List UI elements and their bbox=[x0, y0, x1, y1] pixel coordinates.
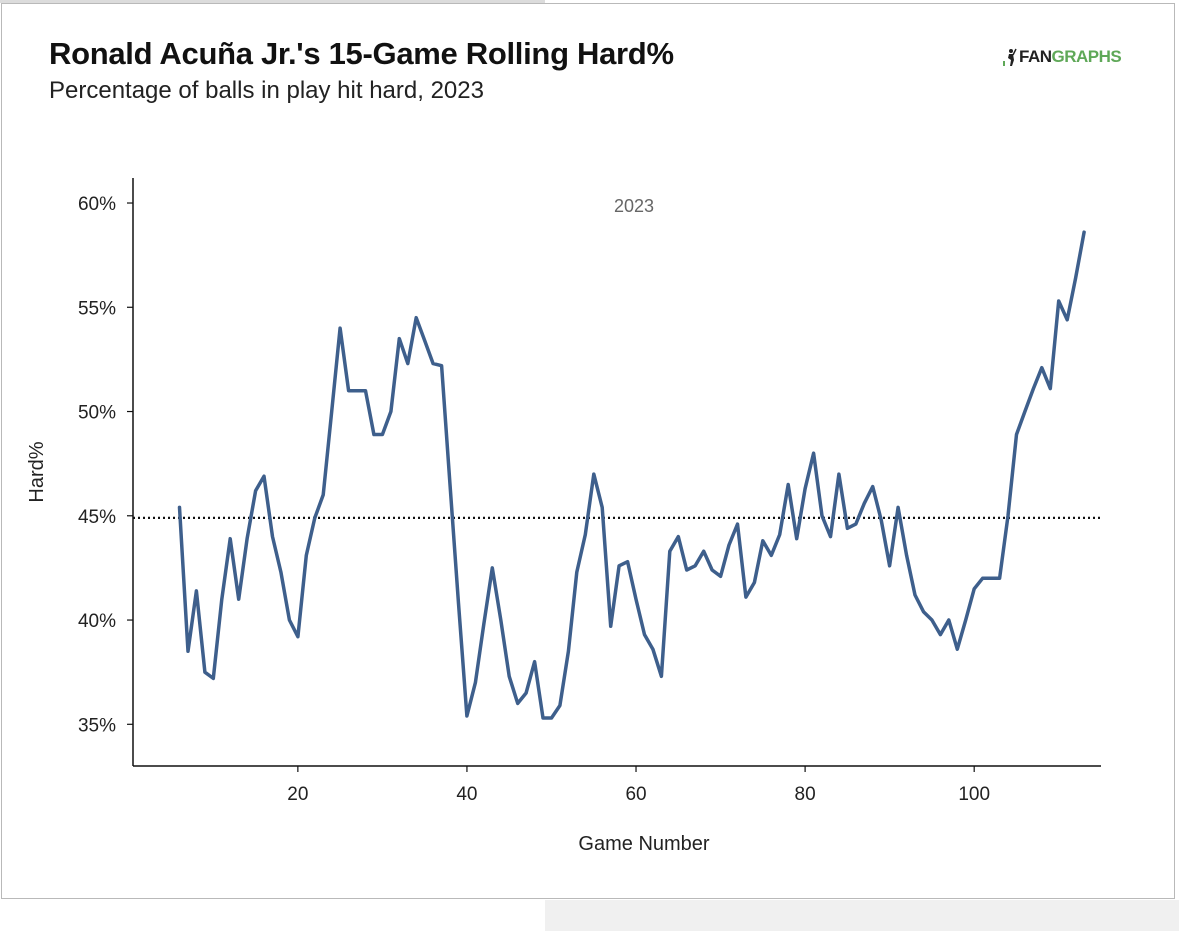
x-tick-label: 60 bbox=[625, 784, 646, 805]
series-line-hard-pct bbox=[177, 230, 1086, 720]
y-axis-title: Hard% bbox=[26, 441, 48, 502]
background-strip-bottom bbox=[545, 900, 1179, 931]
chart-title: Ronald Acuña Jr.'s 15-Game Rolling Hard% bbox=[49, 36, 674, 71]
y-tick-label: 35% bbox=[78, 715, 116, 736]
y-tick-label: 40% bbox=[78, 611, 116, 632]
y-tick-label: 50% bbox=[78, 403, 116, 424]
logo-text-graphs: GRAPHS bbox=[1051, 47, 1122, 66]
y-tick-label: 55% bbox=[78, 298, 116, 319]
x-tick-label: 20 bbox=[287, 784, 308, 805]
chart-card bbox=[1, 3, 1175, 899]
x-tick-label: 100 bbox=[958, 784, 990, 805]
y-axis-ticks: 35% 40% 45% 50% 55% 60% bbox=[78, 194, 133, 736]
background-strip-top bbox=[0, 0, 545, 3]
fangraphs-logo[interactable]: FAN GRAPHS bbox=[1003, 47, 1122, 67]
x-tick-label: 80 bbox=[795, 784, 816, 805]
y-tick-label: 60% bbox=[78, 194, 116, 215]
year-annotation: 2023 bbox=[614, 196, 654, 216]
y-tick-label: 45% bbox=[78, 507, 116, 528]
logo-text-fan: FAN bbox=[1019, 47, 1052, 66]
batter-icon bbox=[1003, 48, 1017, 66]
x-tick-label: 40 bbox=[456, 784, 477, 805]
x-axis-ticks: 20 40 60 80 100 bbox=[287, 766, 990, 805]
x-axis-title: Game Number bbox=[578, 833, 709, 855]
chart-subtitle: Percentage of balls in play hit hard, 20… bbox=[49, 77, 484, 104]
